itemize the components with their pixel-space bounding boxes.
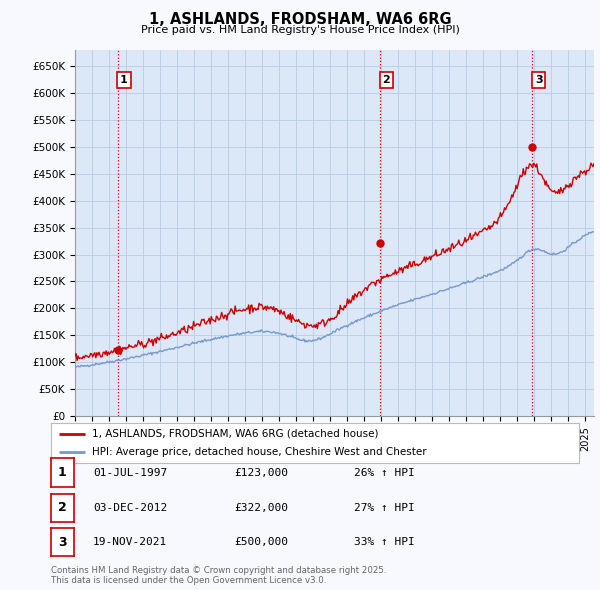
Text: 03-DEC-2012: 03-DEC-2012 bbox=[93, 503, 167, 513]
Text: 26% ↑ HPI: 26% ↑ HPI bbox=[354, 468, 415, 477]
Text: 2: 2 bbox=[382, 75, 390, 85]
Text: 1: 1 bbox=[58, 466, 67, 479]
Text: 27% ↑ HPI: 27% ↑ HPI bbox=[354, 503, 415, 513]
Text: £123,000: £123,000 bbox=[234, 468, 288, 477]
Text: Contains HM Land Registry data © Crown copyright and database right 2025.
This d: Contains HM Land Registry data © Crown c… bbox=[51, 566, 386, 585]
Text: £500,000: £500,000 bbox=[234, 537, 288, 547]
Text: 2: 2 bbox=[58, 502, 67, 514]
Text: 1, ASHLANDS, FRODSHAM, WA6 6RG: 1, ASHLANDS, FRODSHAM, WA6 6RG bbox=[149, 12, 451, 27]
Text: 01-JUL-1997: 01-JUL-1997 bbox=[93, 468, 167, 477]
Text: Price paid vs. HM Land Registry's House Price Index (HPI): Price paid vs. HM Land Registry's House … bbox=[140, 25, 460, 35]
Text: 33% ↑ HPI: 33% ↑ HPI bbox=[354, 537, 415, 547]
Text: 3: 3 bbox=[58, 536, 67, 549]
Text: 1, ASHLANDS, FRODSHAM, WA6 6RG (detached house): 1, ASHLANDS, FRODSHAM, WA6 6RG (detached… bbox=[92, 429, 379, 439]
Text: £322,000: £322,000 bbox=[234, 503, 288, 513]
Text: 1: 1 bbox=[120, 75, 128, 85]
Text: HPI: Average price, detached house, Cheshire West and Chester: HPI: Average price, detached house, Ches… bbox=[92, 447, 427, 457]
Text: 19-NOV-2021: 19-NOV-2021 bbox=[93, 537, 167, 547]
Text: 3: 3 bbox=[535, 75, 542, 85]
